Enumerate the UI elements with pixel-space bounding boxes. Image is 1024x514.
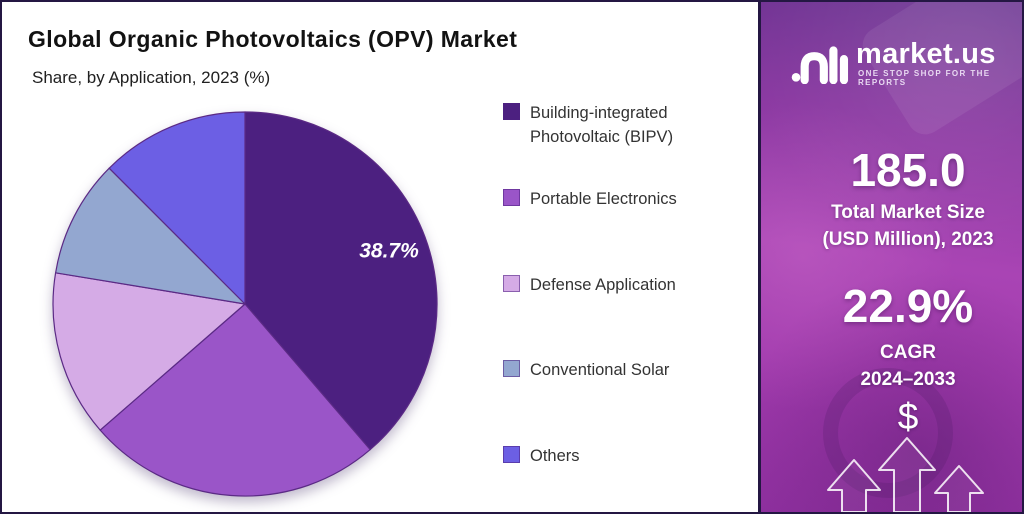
legend-swatch-conventional-solar — [503, 360, 520, 377]
stat-caption-line: 2024–2033 — [860, 369, 956, 390]
stat-caption-line: Total Market Size — [831, 202, 985, 223]
pie-slice-1 — [99, 303, 371, 497]
stat-caption-line: CAGR — [880, 342, 936, 363]
pie-chart-svg: 38.7% — [52, 111, 438, 497]
stat-cagr-value: 22.9% — [842, 280, 974, 332]
legend-item-conventional-solar: Conventional Solar — [503, 358, 735, 382]
brand-panel: market.us ONE STOP SHOP FOR THE REPORTS … — [758, 2, 1022, 512]
stat-market-size-value: 185.0 — [850, 144, 966, 196]
pie-slice-3 — [55, 167, 246, 305]
legend-item-bipv: Building-integrated Photovoltaic (BIPV) — [503, 101, 735, 149]
legend-swatch-defense-application — [503, 275, 520, 292]
pie-data-label: 38.7% — [359, 240, 419, 263]
legend-item-defense-application: Defense Application — [503, 273, 735, 297]
growth-arrows-icon — [827, 437, 984, 512]
brand-tagline: ONE STOP SHOP FOR THE REPORTS — [858, 69, 991, 87]
legend-swatch-bipv — [503, 103, 520, 120]
legend-swatch-portable-electronics — [503, 189, 520, 206]
legend-swatch-others — [503, 446, 520, 463]
dollar-icon: $ — [897, 396, 919, 437]
legend-item-portable-electronics: Portable Electronics — [503, 187, 735, 211]
brand-name: market.us — [856, 38, 996, 70]
pie-slice-4 — [108, 111, 246, 305]
stat-cagr-caption: CAGR 2024–2033 — [799, 339, 1017, 393]
legend-label: Building-integrated Photovoltaic (BIPV) — [530, 104, 674, 146]
legend-item-others: Others — [503, 444, 735, 468]
legend-label: Defense Application — [530, 276, 676, 294]
legend-label: Others — [530, 447, 580, 465]
stat-market-size-caption: Total Market Size (USD Million), 2023 — [799, 199, 1017, 253]
legend-label: Conventional Solar — [530, 361, 670, 379]
legend-label: Portable Electronics — [530, 190, 677, 208]
pie-slice-0 — [244, 111, 438, 451]
page-title: Global Organic Photovoltaics (OPV) Marke… — [28, 26, 518, 52]
pie-chart: 38.7% — [50, 109, 440, 499]
stat-caption-line: (USD Million), 2023 — [822, 229, 994, 250]
pie-slice-2 — [52, 272, 246, 431]
marketus-logo-icon — [791, 46, 849, 84]
page-subtitle: Share, by Application, 2023 (%) — [32, 68, 271, 87]
